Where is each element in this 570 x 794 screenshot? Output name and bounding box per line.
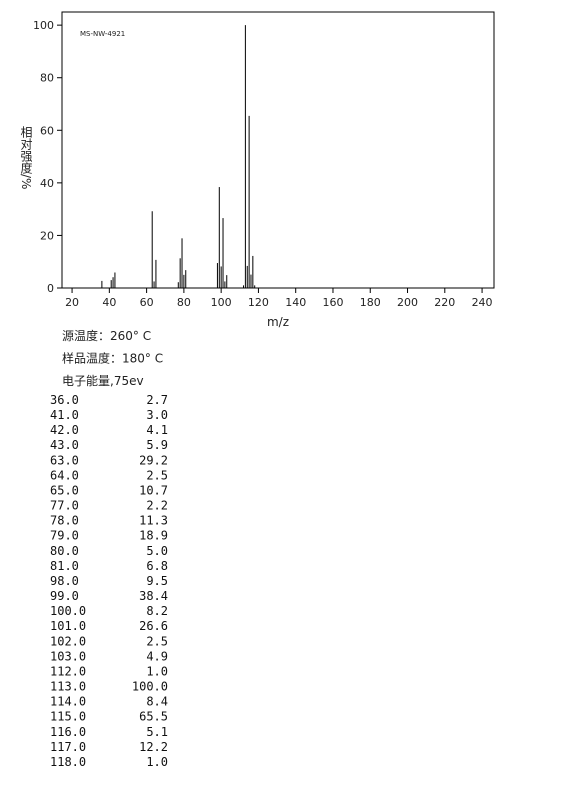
x-axis-label: m/z <box>267 315 289 329</box>
intensity-cell: 2.7 <box>146 393 168 407</box>
intensity-cell: 6.8 <box>146 559 168 573</box>
intensity-cell: 9.5 <box>146 574 168 588</box>
mz-cell: 103.0 <box>50 649 86 663</box>
mz-cell: 79.0 <box>50 529 79 543</box>
mz-cell: 101.0 <box>50 619 86 633</box>
intensity-cell: 5.9 <box>146 438 168 452</box>
mz-cell: 117.0 <box>50 740 86 754</box>
intensity-cell: 11.3 <box>139 514 168 528</box>
mz-cell: 116.0 <box>50 725 86 739</box>
intensity-cell: 2.5 <box>146 634 168 648</box>
intensity-cell: 65.5 <box>139 710 168 724</box>
mz-cell: 98.0 <box>50 574 79 588</box>
intensity-cell: 10.7 <box>139 483 168 497</box>
intensity-cell: 4.1 <box>146 423 168 437</box>
intensity-cell: 100.0 <box>132 680 168 694</box>
x-tick-label: 20 <box>65 296 79 309</box>
y-tick-label: 60 <box>40 124 54 137</box>
mz-cell: 118.0 <box>50 755 86 769</box>
y-axis-label: 相对强度/% <box>19 126 33 190</box>
info-line: 电子能量,75ev <box>62 374 144 388</box>
mz-cell: 36.0 <box>50 393 79 407</box>
mz-cell: 115.0 <box>50 710 86 724</box>
y-tick-label: 0 <box>47 282 54 295</box>
x-tick-label: 200 <box>397 296 418 309</box>
info-line: 源温度：260° C <box>62 328 151 343</box>
annotation: MS-NW-4921 <box>80 30 125 38</box>
mz-cell: 114.0 <box>50 695 86 709</box>
intensity-cell: 3.0 <box>146 408 168 422</box>
x-tick-label: 60 <box>140 296 154 309</box>
intensity-cell: 38.4 <box>139 589 168 603</box>
x-tick-label: 120 <box>248 296 269 309</box>
x-tick-label: 220 <box>434 296 455 309</box>
intensity-cell: 4.9 <box>146 649 168 663</box>
intensity-cell: 2.5 <box>146 468 168 482</box>
x-tick-label: 160 <box>322 296 343 309</box>
y-tick-label: 20 <box>40 229 54 242</box>
x-tick-label: 140 <box>285 296 306 309</box>
mz-cell: 77.0 <box>50 499 79 513</box>
mz-cell: 99.0 <box>50 589 79 603</box>
intensity-cell: 18.9 <box>139 529 168 543</box>
mz-cell: 102.0 <box>50 634 86 648</box>
x-tick-label: 80 <box>177 296 191 309</box>
intensity-cell: 29.2 <box>139 453 168 467</box>
mz-cell: 41.0 <box>50 408 79 422</box>
intensity-cell: 5.1 <box>146 725 168 739</box>
mz-cell: 100.0 <box>50 604 86 618</box>
x-tick-label: 240 <box>472 296 493 309</box>
mz-cell: 81.0 <box>50 559 79 573</box>
intensity-cell: 2.2 <box>146 499 168 513</box>
intensity-cell: 1.0 <box>146 755 168 769</box>
intensity-cell: 8.2 <box>146 604 168 618</box>
intensity-cell: 26.6 <box>139 619 168 633</box>
mz-cell: 65.0 <box>50 483 79 497</box>
plot-frame <box>61 11 495 289</box>
y-tick-label: 80 <box>40 72 54 85</box>
y-tick-label: 40 <box>40 177 54 190</box>
x-tick-label: 100 <box>211 296 232 309</box>
x-tick-label: 180 <box>360 296 381 309</box>
mz-cell: 112.0 <box>50 664 86 678</box>
intensity-cell: 8.4 <box>146 695 168 709</box>
intensity-cell: 5.0 <box>146 544 168 558</box>
intensity-cell: 12.2 <box>139 740 168 754</box>
y-tick-label: 100 <box>33 19 54 32</box>
mz-cell: 80.0 <box>50 544 79 558</box>
intensity-cell: 1.0 <box>146 664 168 678</box>
mz-cell: 78.0 <box>50 514 79 528</box>
mz-cell: 113.0 <box>50 680 86 694</box>
info-line: 样品温度：180° C <box>62 351 163 366</box>
mz-cell: 63.0 <box>50 453 79 467</box>
mz-cell: 42.0 <box>50 423 79 437</box>
x-tick-label: 40 <box>102 296 116 309</box>
mz-cell: 43.0 <box>50 438 79 452</box>
mz-cell: 64.0 <box>50 468 79 482</box>
